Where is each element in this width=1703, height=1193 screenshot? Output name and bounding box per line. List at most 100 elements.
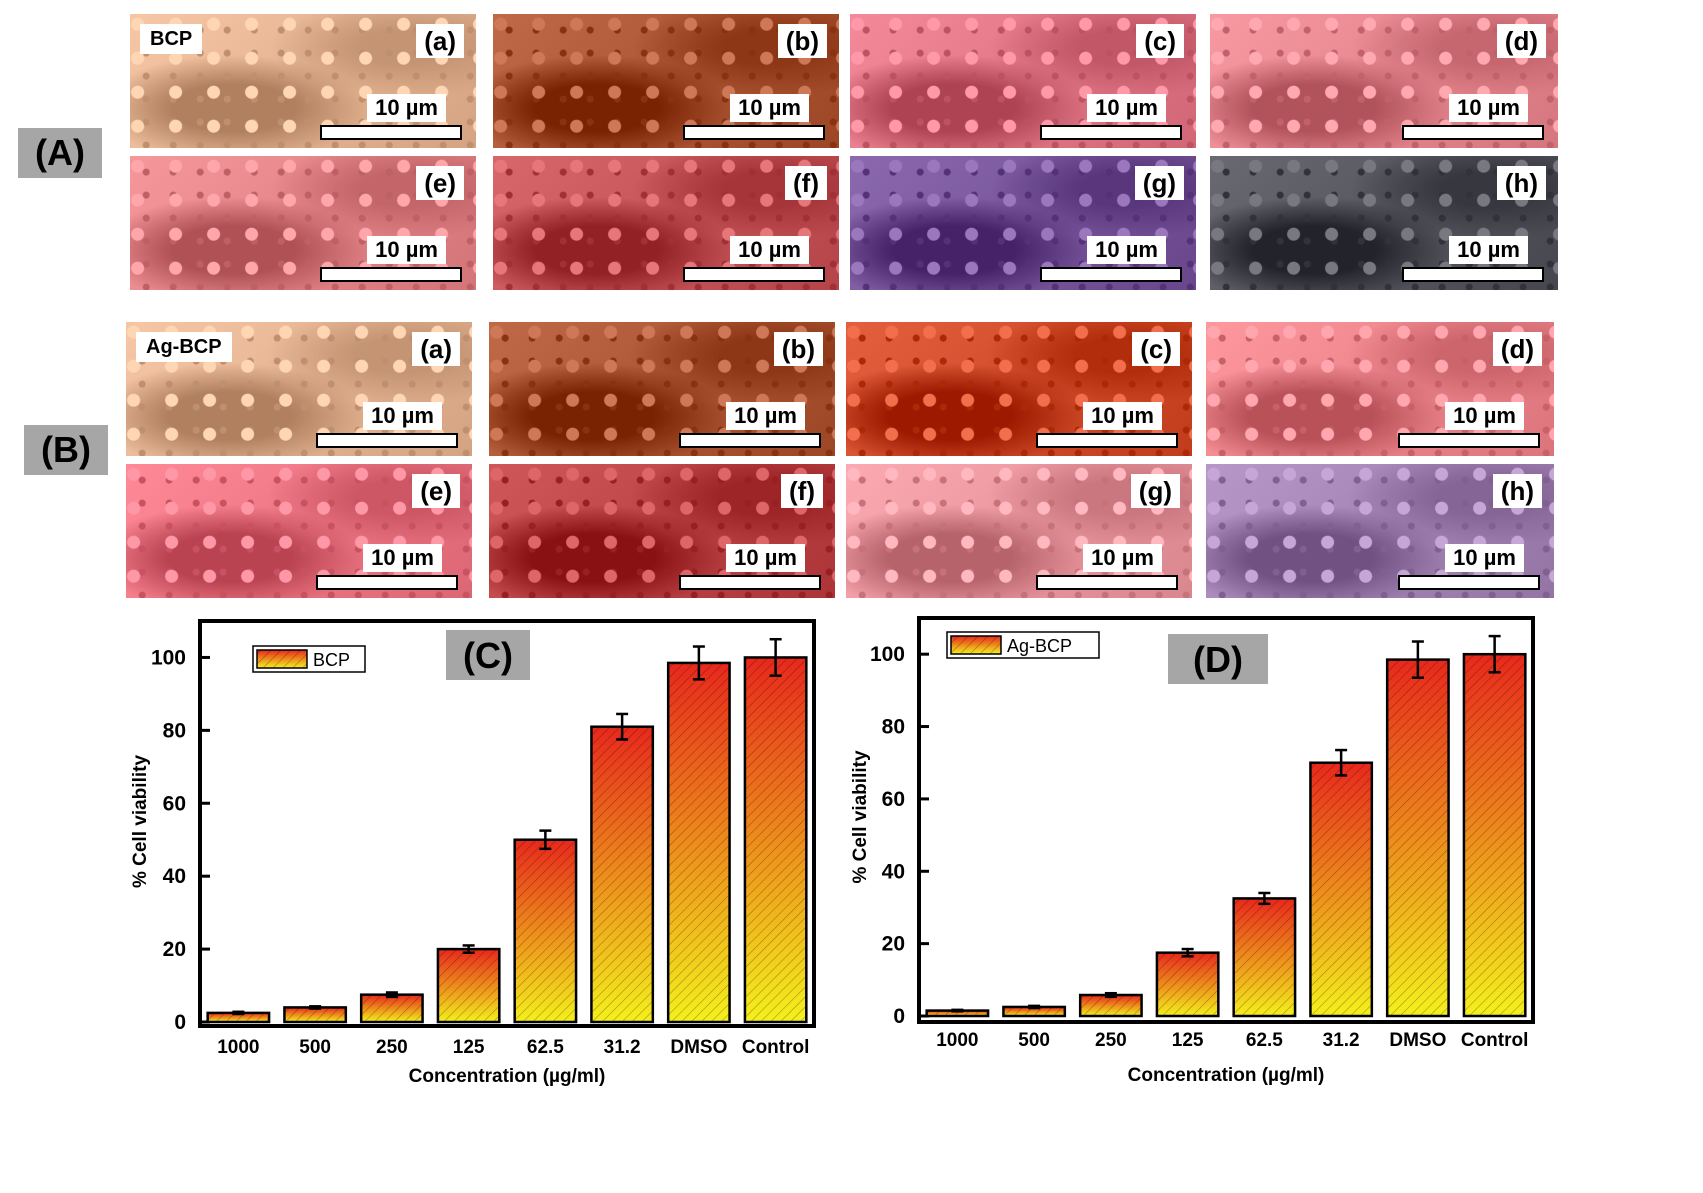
scalebar-label: 10 µm (1083, 544, 1162, 572)
scalebar (1040, 125, 1182, 140)
micrograph-b-5: (f) 10 µm (489, 464, 835, 598)
scalebar (683, 125, 825, 140)
y-tick-label: 60 (163, 792, 186, 815)
x-tick-label: 125 (453, 1037, 485, 1058)
panel-tag-bg (1168, 634, 1268, 684)
scalebar (1036, 575, 1178, 590)
legend-swatch-hatch (951, 636, 1001, 654)
scalebar-label: 10 µm (1087, 236, 1166, 264)
scalebar (316, 433, 458, 448)
scalebar-label: 10 µm (730, 236, 809, 264)
micrograph-a-1: (b) 10 µm (493, 14, 839, 148)
scalebar-label: 10 µm (730, 94, 809, 122)
x-tick-label: 31.2 (1323, 1030, 1360, 1051)
scalebar-label: 10 µm (1083, 402, 1162, 430)
scalebar-label: 10 µm (1445, 544, 1524, 572)
micrograph-b-0: Ag-BCP (a) 10 µm (126, 322, 472, 456)
x-tick-label: 1000 (217, 1037, 259, 1058)
x-tick-label: 1000 (936, 1030, 978, 1051)
sample-name-label: Ag-BCP (136, 332, 232, 362)
bar-hatch (1387, 659, 1449, 1016)
subpanel-label: (b) (777, 24, 827, 58)
subpanel-label: (e) (416, 166, 464, 200)
subpanel-label: (g) (1134, 166, 1184, 200)
bar (1385, 658, 1450, 1018)
scalebar-label: 10 µm (363, 544, 442, 572)
micrograph-b-1: (b) 10 µm (489, 322, 835, 456)
bar-hatch (437, 949, 500, 1022)
x-tick-label: DMSO (670, 1037, 727, 1058)
scalebar (320, 125, 462, 140)
x-tick-label: 125 (1172, 1030, 1204, 1051)
bar-hatch (361, 994, 423, 1022)
chart-0-group: 0 20 40 60 80 100 1000 500 250 125 62.5 31.2 DMSO Con… (130, 619, 816, 1087)
subpanel-label: (h) (1492, 474, 1542, 508)
micrograph-a-5: (f) 10 µm (493, 156, 839, 290)
scalebar (1036, 433, 1178, 448)
scalebar (1398, 433, 1540, 448)
panel-tag-label: (C) (463, 635, 513, 676)
scalebar (679, 575, 821, 590)
legend-label: BCP (313, 650, 350, 670)
subpanel-label: (d) (1496, 24, 1546, 58)
scalebar (1402, 267, 1544, 282)
bar-hatch (514, 839, 577, 1022)
subpanel-label: (f) (781, 474, 823, 508)
scalebar (1040, 267, 1182, 282)
chart-1-group: 0 20 40 60 80 100 1000 500 250 125 62.5 31.2 DMSO Con… (850, 616, 1535, 1086)
subpanel-label: (b) (773, 332, 823, 366)
sample-name-label: BCP (140, 24, 203, 54)
y-tick-label: 100 (151, 646, 186, 669)
x-axis-label: Concentration (µg/ml) (409, 1066, 606, 1087)
bar (436, 947, 501, 1024)
scalebar-label: 10 µm (726, 402, 805, 430)
bar (1462, 652, 1527, 1018)
bar-hatch (1463, 654, 1526, 1016)
scalebar-label: 10 µm (1445, 402, 1524, 430)
bar-hatch (207, 1012, 270, 1022)
y-tick-label: 60 (882, 788, 905, 811)
scalebar (679, 433, 821, 448)
micrograph-a-6: (g) 10 µm (850, 156, 1196, 290)
micrograph-a-0: BCP (a) 10 µm (130, 14, 476, 148)
subpanel-label: (a) (412, 332, 460, 366)
y-tick-label: 20 (882, 933, 905, 956)
x-tick-label: 250 (1095, 1030, 1127, 1051)
subpanel-label: (d) (1492, 332, 1542, 366)
scalebar (1402, 125, 1544, 140)
legend-swatch (256, 649, 308, 669)
legend-box (946, 631, 1100, 659)
legend-swatch (950, 635, 1002, 655)
scalebar-label: 10 µm (1449, 236, 1528, 264)
x-tick-label: Control (1461, 1030, 1529, 1051)
bar (206, 1011, 271, 1024)
y-axis-label: % Cell viability (130, 755, 151, 888)
subpanel-label: (h) (1496, 166, 1546, 200)
bar-hatch (926, 1010, 989, 1016)
y-tick-label: 0 (893, 1005, 905, 1028)
scalebar (320, 267, 462, 282)
micrograph-b-2: (c) 10 µm (846, 322, 1192, 456)
x-tick-label: 500 (1018, 1030, 1050, 1051)
bar (1309, 761, 1374, 1018)
bar (1232, 897, 1297, 1018)
x-tick-label: 31.2 (604, 1037, 641, 1058)
bar (513, 838, 578, 1024)
scalebar-label: 10 µm (367, 236, 446, 264)
x-tick-label: 62.5 (1246, 1030, 1283, 1051)
panel-a-tag: (A) (18, 128, 102, 178)
y-tick-label: 100 (870, 643, 905, 666)
bar (283, 1006, 348, 1024)
x-tick-label: Control (742, 1037, 810, 1058)
subpanel-label: (c) (1136, 24, 1184, 58)
bar (666, 661, 731, 1024)
scalebar-label: 10 µm (1087, 94, 1166, 122)
micrograph-b-6: (g) 10 µm (846, 464, 1192, 598)
bar-hatch (744, 657, 807, 1022)
bar (359, 993, 424, 1024)
micrograph-a-3: (d) 10 µm (1210, 14, 1558, 148)
bar (1002, 1005, 1067, 1018)
bar (925, 1009, 990, 1018)
subpanel-label: (g) (1130, 474, 1180, 508)
bar (1078, 993, 1143, 1018)
